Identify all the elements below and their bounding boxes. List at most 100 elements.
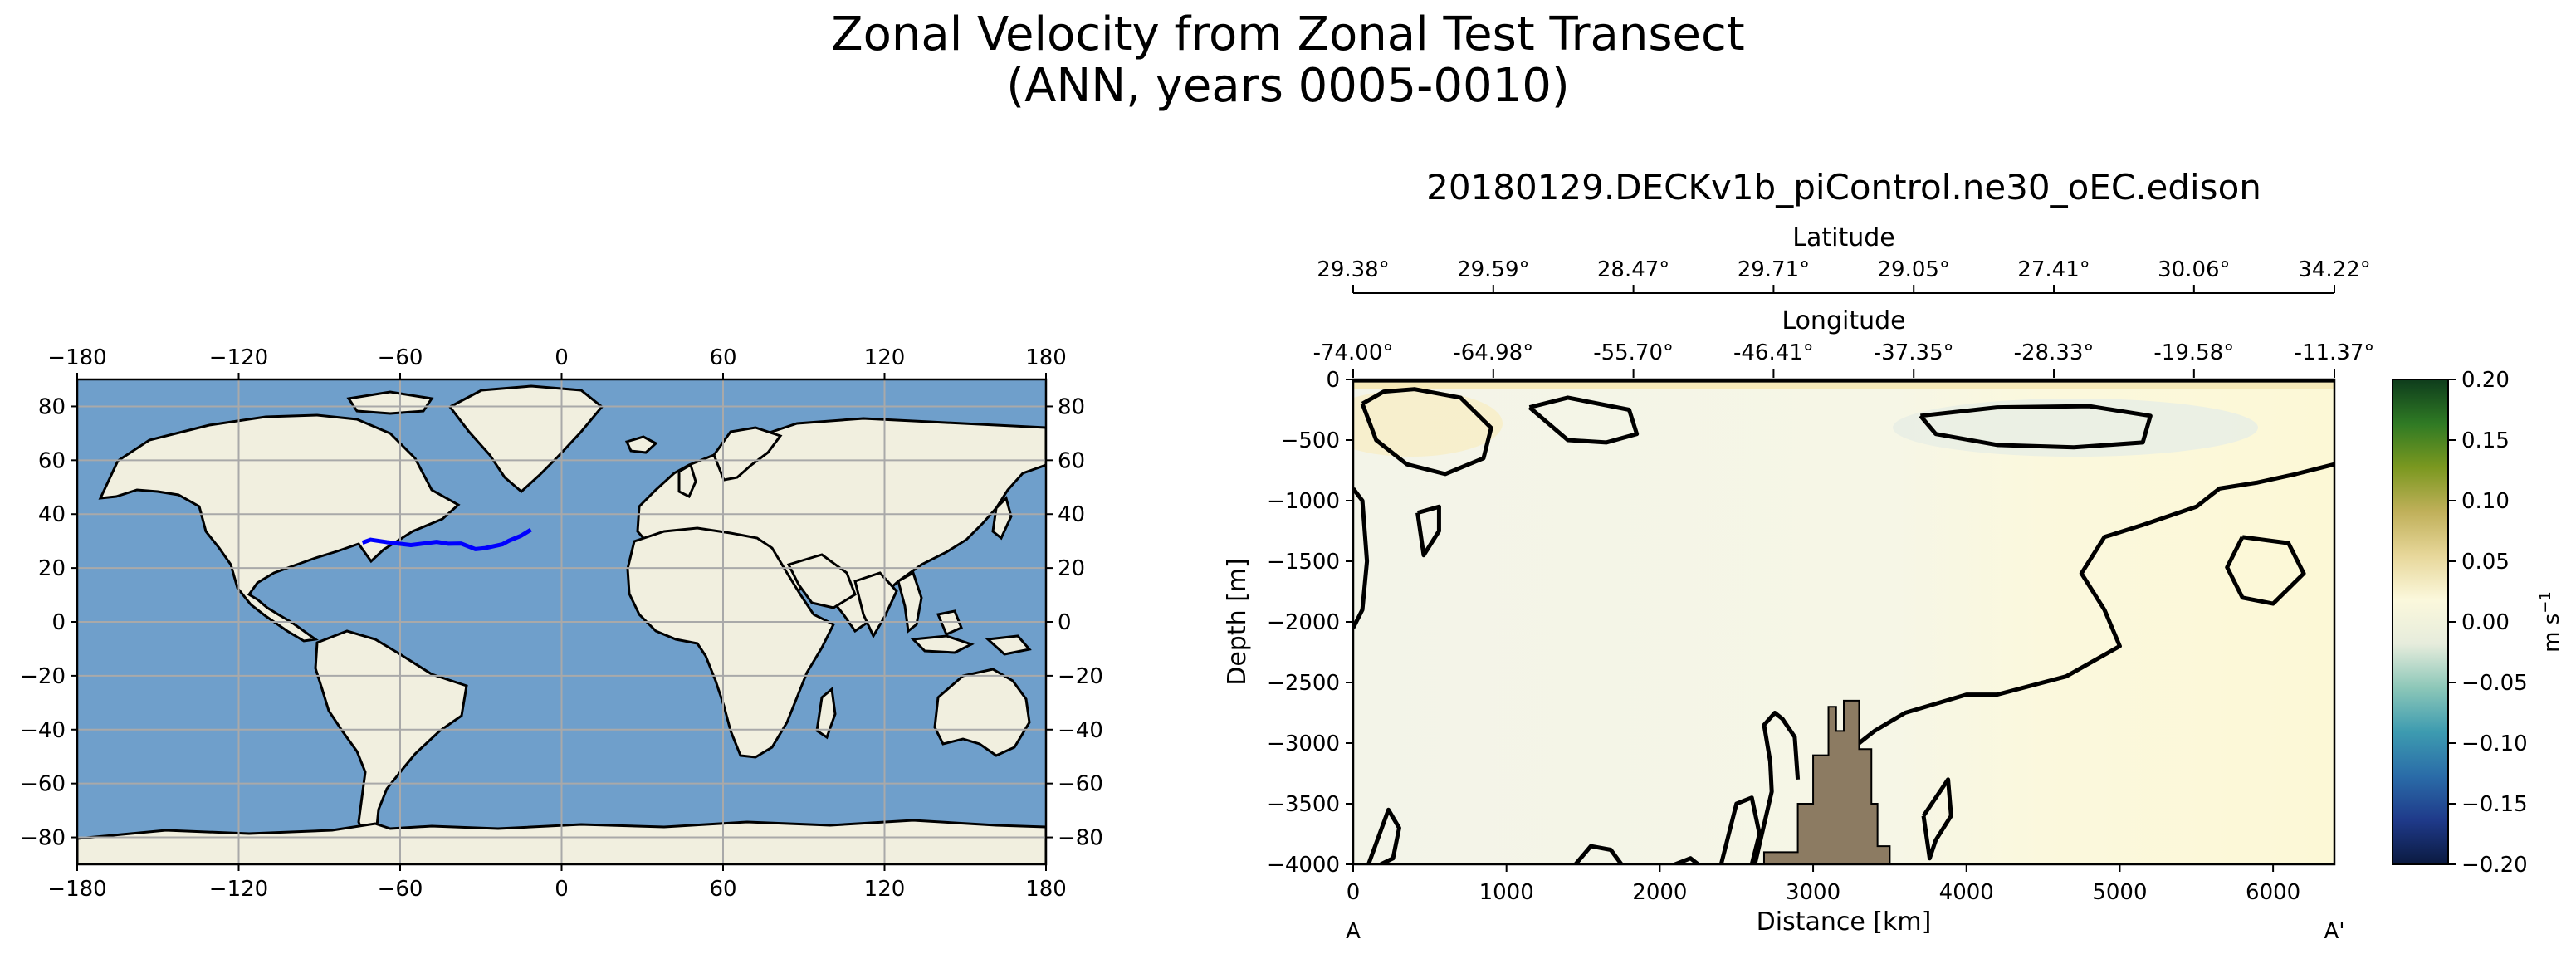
y-tick-label: −1000	[1267, 489, 1340, 514]
map-ticks: −180 −180 −120 −120 −60 −60 0 0 60 60 120 120 180 180…	[20, 345, 1103, 902]
map-ytick-label-right: −40	[1058, 718, 1103, 743]
map-xtick-label-bottom: −180	[47, 877, 106, 902]
longitude-tick-label: -37.35°	[1874, 340, 1954, 365]
latitude-tick-label: 29.59°	[1457, 257, 1529, 282]
map-ytick-label-left: 40	[38, 502, 66, 527]
latitude-tick-label: 29.38°	[1317, 257, 1389, 282]
contour-line	[1573, 844, 1624, 864]
section-secondary-axes: 29.38° -74.00° 29.59° -64.98° 28.47° -55.70° 2…	[1313, 257, 2375, 378]
land-southeast-asia	[897, 570, 923, 634]
colorbar: 0.20 0.15 0.10 0.05 0.00 −0.05 −0.10 −0.15 −0.20	[2392, 368, 2528, 878]
contour-line	[1718, 795, 1762, 864]
transect-start-label: A	[1346, 919, 1361, 944]
land-south-america	[314, 629, 468, 841]
latitude-tick-label: 29.71°	[1738, 257, 1810, 282]
longitude-tick-label: -28.33°	[2014, 340, 2095, 365]
map-xtick-label-bottom: 180	[1025, 877, 1067, 902]
x-tick-label: 3000	[1786, 880, 1840, 905]
longitude-tick-label: -74.00°	[1313, 340, 1394, 365]
colorbar-tick-label: 0.20	[2461, 368, 2510, 393]
land-australia	[933, 668, 1031, 757]
map-xtick-label-bottom: 120	[864, 877, 906, 902]
x-tick-label: 0	[1347, 880, 1361, 905]
y-tick-label: −2000	[1267, 610, 1340, 635]
latitude-tick-label: 30.06°	[2158, 257, 2230, 282]
colorbar-label: m s−1	[2537, 591, 2564, 653]
x-tick-label: 4000	[1939, 880, 1994, 905]
latitude-axis-label: Latitude	[1792, 223, 1894, 252]
colorbar-tick-label: −0.05	[2461, 671, 2528, 696]
y-tick-label: −3500	[1267, 792, 1340, 817]
longitude-tick-label: -19.58°	[2153, 340, 2234, 365]
map-ytick-label-right: −20	[1058, 664, 1103, 689]
y-tick-label: −500	[1281, 428, 1340, 453]
contour-line	[1857, 462, 2334, 745]
colorbar-tick-label: −0.15	[2461, 792, 2528, 817]
land-africa	[626, 526, 836, 759]
figure-title-line1: Zonal Velocity from Zonal Test Transect	[831, 7, 1745, 61]
contour-line	[1366, 807, 1401, 864]
map-xtick-label-bottom: −120	[209, 877, 268, 902]
y-tick-label: −4000	[1267, 853, 1340, 878]
x-axis-label: Distance [km]	[1757, 908, 1932, 937]
bottom-topography	[1762, 699, 1891, 864]
map-xtick-label-top: −180	[47, 345, 106, 370]
colorbar-ticks: 0.20 0.15 0.10 0.05 0.00 −0.05 −0.10 −0.15 −0.20	[2448, 368, 2528, 878]
contour-line	[2225, 535, 2306, 606]
colorbar-label-exponent: −1	[2537, 591, 2554, 614]
longitude-tick-label: -11.37°	[2295, 340, 2375, 365]
map-ytick-label-right: 40	[1058, 502, 1085, 527]
land-madagascar	[815, 687, 837, 740]
y-tick-label: 0	[1326, 368, 1340, 393]
map-ytick-label-left: −20	[20, 664, 66, 689]
y-axis-label: Depth [m]	[1223, 558, 1252, 686]
map-ytick-label-left: 20	[38, 556, 66, 581]
map-xtick-label-top: −60	[378, 345, 423, 370]
shade-surface	[1353, 380, 2334, 389]
x-tick-label: 2000	[1632, 880, 1687, 905]
map-gridlines	[77, 379, 1046, 864]
longitude-axis-label: Longitude	[1782, 306, 1905, 335]
colorbar-tick-label: −0.10	[2461, 731, 2528, 756]
land-north-america	[98, 413, 461, 643]
colorbar-tick-label: 0.10	[2461, 489, 2510, 514]
y-tick-label: −3000	[1267, 731, 1340, 756]
map-xtick-label-top: −120	[209, 345, 268, 370]
y-tick-label: −1500	[1267, 550, 1340, 575]
section-title: 20180129.DECKv1b_piControl.ne30_oEC.edis…	[1426, 167, 2261, 208]
map-xtick-label-top: 0	[555, 345, 569, 370]
land-iceland	[624, 435, 658, 454]
land-scandinavia	[712, 426, 783, 482]
contour-line	[1674, 856, 1700, 864]
map-transect-line	[361, 527, 532, 551]
contour-line	[1528, 395, 1640, 445]
latitude-tick-label: 28.47°	[1597, 257, 1669, 282]
x-tick-label: 5000	[2092, 880, 2147, 905]
map-panel: −180 −180 −120 −120 −60 −60 0 0 60 60 120 120 180 180…	[20, 345, 1103, 902]
latitude-tick-label: 27.41°	[2017, 257, 2090, 282]
svg-text:m s−1: m s−1	[2537, 591, 2564, 653]
land-greenland	[447, 384, 604, 493]
map-ytick-label-left: −80	[20, 826, 66, 851]
latitude-tick-label: 34.22°	[2298, 257, 2370, 282]
longitude-tick-label: -64.98°	[1453, 340, 1533, 365]
map-ytick-label-right: −80	[1058, 826, 1103, 851]
contour-line	[1919, 404, 2153, 450]
section-ticks: 0 1000 2000 3000 4000 5000 6000 0 −500 −1000 −1500…	[1267, 368, 2300, 905]
map-xtick-label-bottom: 60	[709, 877, 736, 902]
longitude-tick-label: -46.41°	[1733, 340, 1814, 365]
land-japan	[991, 496, 1013, 541]
map-ytick-label-right: 20	[1058, 556, 1085, 581]
colorbar-tick-label: 0.15	[2461, 428, 2510, 453]
map-xtick-label-bottom: 0	[555, 877, 569, 902]
map-xtick-label-bottom: −60	[378, 877, 423, 902]
y-tick-label: −2500	[1267, 671, 1340, 696]
map-ytick-label-right: 80	[1058, 394, 1085, 419]
land-new-guinea	[985, 634, 1032, 656]
contour-line	[1752, 711, 1801, 864]
x-tick-label: 1000	[1479, 880, 1534, 905]
land-arctic-islands	[346, 390, 434, 415]
contour-line	[1921, 777, 1953, 861]
x-tick-label: 6000	[2246, 880, 2300, 905]
